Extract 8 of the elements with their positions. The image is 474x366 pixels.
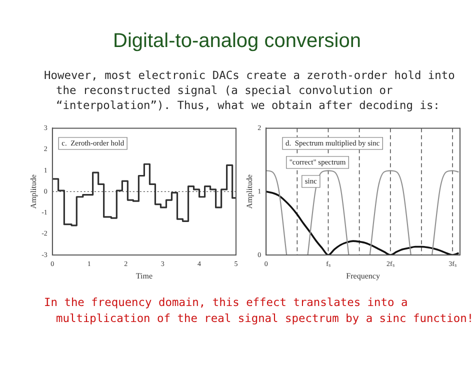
text: In the frequency domain, this effect translates into a multiplication of the real signal spectrum by a sinc function! xyxy=(44,295,474,327)
chart-subtitle: However, most electronic DACs create a zeroth-order hold into the reconstructed signal (a special convolution or “interpolation”). Thus, what we obtain after decoding is: xyxy=(44,68,456,113)
y-axis-title: Amplitude xyxy=(244,174,254,209)
chart-title: Digital-to-analog conversion xyxy=(112,30,362,53)
y-axis-title: Amplitude xyxy=(28,174,38,209)
x-axis-title: Frequency xyxy=(346,271,380,280)
x-axis-title: Time xyxy=(136,271,153,280)
line-series xyxy=(266,190,460,255)
